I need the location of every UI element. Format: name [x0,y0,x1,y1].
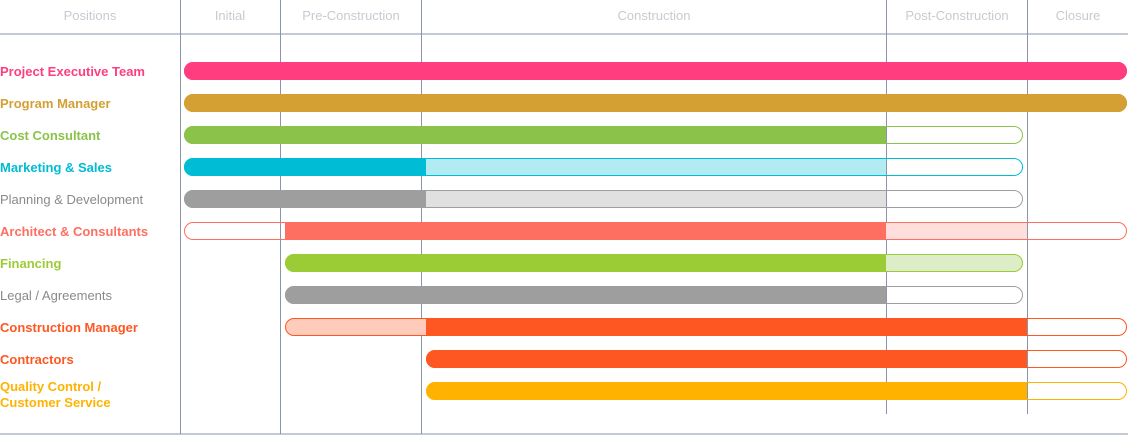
bar-segment-solid [184,62,1127,80]
bar-outline [184,190,1023,208]
bar-outline [184,222,1127,240]
bar-outline [285,286,1023,304]
phase-header: Positions Initial Pre-Construction Construc… [64,8,1101,23]
bar-program-manager [184,94,1127,112]
bar-outline [184,158,1023,176]
bar-segment-light [426,158,886,176]
bar-marketing-sales [184,158,1023,176]
bar-segment-light [886,222,1027,240]
bar-segment-solid [285,286,886,304]
row-label-project-executive-team: Project Executive Team [0,64,145,79]
bar-segment-solid [184,94,1127,112]
positions-header: Positions [64,8,117,23]
phase-header-pre-construction: Pre-Construction [302,8,400,23]
bar-segment-solid [426,382,1027,400]
bar-segment-solid [184,190,426,208]
bar-architect-consultants [184,222,1127,240]
bar-outline [285,318,1127,336]
row-label-legal-agreements: Legal / Agreements [0,288,113,303]
row-labels: Project Executive Team Program Manager Cos… [0,64,148,410]
row-label-contractors: Contractors [0,352,74,367]
phase-header-construction: Construction [618,8,691,23]
bar-segment-solid [285,222,886,240]
bar-financing [285,254,1023,272]
phase-header-closure: Closure [1056,8,1101,23]
row-label-financing: Financing [0,256,61,271]
row-label-planning-development: Planning & Development [0,192,143,207]
row-label-cost-consultant: Cost Consultant [0,128,101,143]
bar-outline [184,94,1127,112]
bar-legal-agreements [285,286,1023,304]
bar-segment-light [426,190,886,208]
bar-contractors [426,350,1127,368]
bar-segment-light [285,318,426,336]
bar-outline [184,126,1023,144]
phase-header-initial: Initial [215,8,245,23]
bar-segment-solid [285,254,886,272]
gantt-bars [184,62,1127,400]
bar-segment-solid [184,158,426,176]
row-label-quality-control-customer-service: Quality Control / Customer Service [0,379,111,410]
bar-construction-manager [285,318,1127,336]
bar-outline [426,350,1127,368]
bar-planning-development [184,190,1023,208]
bar-segment-solid [184,126,886,144]
bar-segment-solid [426,350,1027,368]
phase-header-post-construction: Post-Construction [905,8,1008,23]
row-label-program-manager: Program Manager [0,96,111,111]
row-label-architect-consultants: Architect & Consultants [0,224,148,239]
bar-quality-control-customer-service [426,382,1127,400]
bar-cost-consultant [184,126,1023,144]
bar-project-executive-team [184,62,1127,80]
bar-outline [426,382,1127,400]
bar-segment-light [886,254,1023,272]
bar-segment-solid [426,318,1027,336]
bar-outline [285,254,1023,272]
row-label-construction-manager: Construction Manager [0,320,138,335]
row-label-marketing-sales: Marketing & Sales [0,160,112,175]
bar-outline [184,62,1127,80]
